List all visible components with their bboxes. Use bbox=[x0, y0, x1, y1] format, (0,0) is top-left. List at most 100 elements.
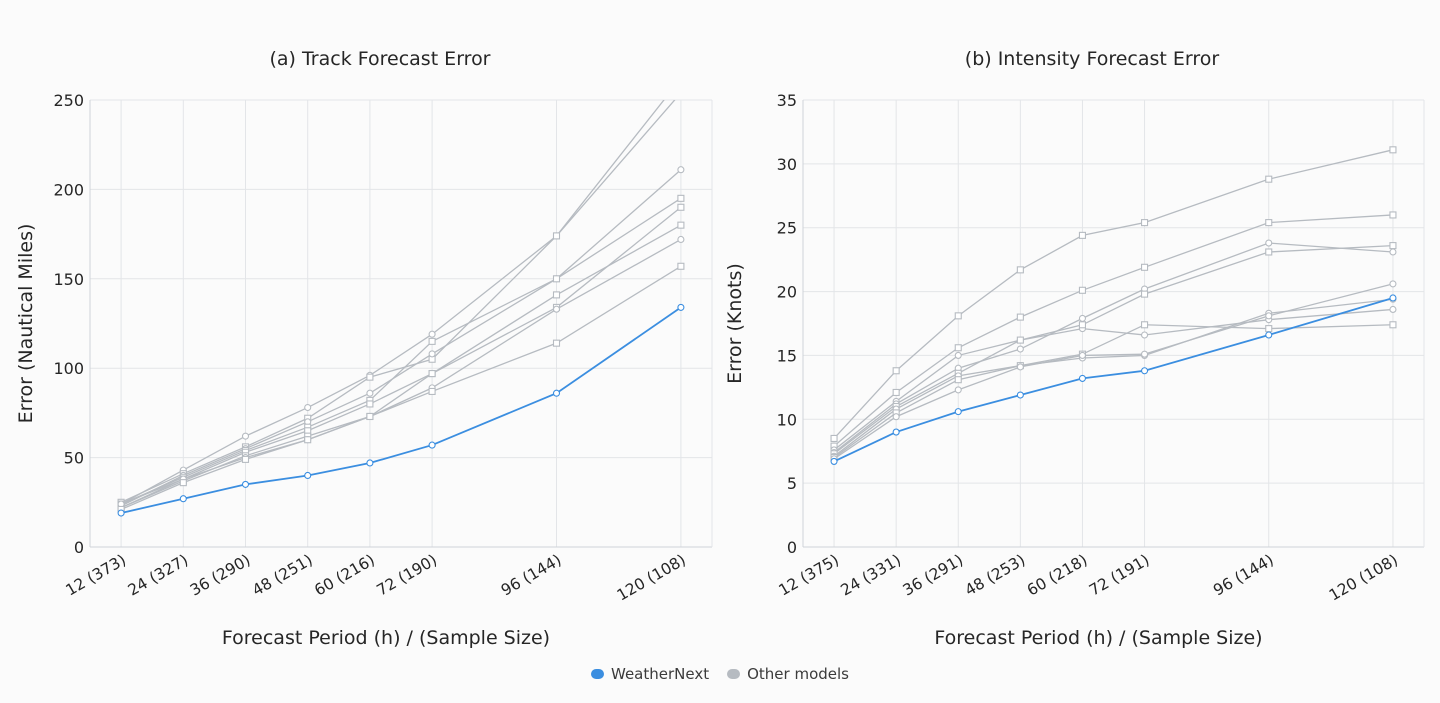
y-tick-label: 20 bbox=[777, 283, 797, 302]
other-model-series-point[interactable] bbox=[1141, 331, 1149, 339]
other-model-series-point[interactable] bbox=[1265, 325, 1273, 333]
weathernext-series-point[interactable] bbox=[428, 441, 436, 449]
other-model-series-point[interactable] bbox=[366, 412, 374, 421]
other-model-series-point[interactable] bbox=[1389, 211, 1397, 219]
other-model-series-line bbox=[120, 169, 682, 507]
other-model-series-point[interactable] bbox=[677, 166, 685, 174]
legend-item-weathernext[interactable]: WeatherNext bbox=[591, 665, 709, 683]
other-model-series-point[interactable] bbox=[552, 232, 561, 240]
x-tick-label: 48 (253) bbox=[962, 551, 1028, 600]
x-axis-title: Forecast Period (h) / (Sample Size) bbox=[934, 627, 1262, 649]
y-tick-label: 200 bbox=[53, 180, 84, 199]
other-model-series-point[interactable] bbox=[428, 370, 436, 378]
other-model-series-point[interactable] bbox=[1265, 175, 1273, 183]
other-model-series-point[interactable] bbox=[830, 434, 838, 442]
other-model-series-point[interactable] bbox=[304, 436, 312, 444]
other-model-series-point[interactable] bbox=[954, 344, 962, 352]
weathernext-series-point[interactable] bbox=[1141, 367, 1149, 375]
other-model-series-point[interactable] bbox=[1389, 242, 1397, 250]
other-model-series-point[interactable] bbox=[677, 262, 685, 270]
other-model-series-point[interactable] bbox=[552, 291, 561, 299]
other-model-series-point[interactable] bbox=[304, 403, 312, 412]
other-model-series-point[interactable] bbox=[954, 351, 962, 359]
y-tick-label: 5 bbox=[787, 474, 797, 493]
weathernext-series-point[interactable] bbox=[241, 480, 250, 488]
other-model-series-point[interactable] bbox=[1141, 321, 1149, 329]
other-model-series-point[interactable] bbox=[366, 373, 374, 381]
x-tick-label: 36 (290) bbox=[187, 551, 253, 600]
other-model-series-point[interactable] bbox=[1389, 146, 1397, 154]
weathernext-series-point[interactable] bbox=[892, 428, 900, 436]
other-model-series-point[interactable] bbox=[1016, 313, 1024, 321]
weathernext-swatch-icon bbox=[591, 669, 604, 679]
other-model-series-point[interactable] bbox=[552, 339, 561, 347]
weathernext-series-point[interactable] bbox=[552, 389, 561, 397]
other-model-series-point[interactable] bbox=[1078, 351, 1086, 359]
weathernext-series-point[interactable] bbox=[179, 495, 187, 503]
weathernext-series-point[interactable] bbox=[1078, 374, 1086, 382]
other-model-series-point[interactable] bbox=[241, 455, 250, 463]
other-model-series-point[interactable] bbox=[1265, 248, 1273, 256]
other-model-series-point[interactable] bbox=[677, 194, 685, 202]
other-model-series-point[interactable] bbox=[179, 479, 187, 487]
other-model-series-point[interactable] bbox=[1265, 219, 1273, 227]
weathernext-series-point[interactable] bbox=[1016, 391, 1024, 399]
other-model-series-point[interactable] bbox=[677, 203, 685, 211]
other-model-series-point[interactable] bbox=[678, 76, 684, 82]
weathernext-series-point[interactable] bbox=[830, 457, 838, 465]
other-model-series-point[interactable] bbox=[1389, 280, 1397, 288]
plot-area bbox=[830, 146, 1397, 465]
weathernext-series-point[interactable] bbox=[117, 509, 125, 517]
other-model-series-point[interactable] bbox=[1078, 321, 1086, 329]
other-model-series-point[interactable] bbox=[1389, 305, 1397, 314]
other-model-series-point[interactable] bbox=[1141, 290, 1149, 298]
weathernext-series-point[interactable] bbox=[677, 303, 685, 311]
other-model-series-point[interactable] bbox=[428, 330, 436, 338]
weathernext-series-point[interactable] bbox=[1389, 294, 1397, 302]
weathernext-series-point[interactable] bbox=[366, 459, 374, 467]
y-tick-label: 10 bbox=[777, 410, 797, 429]
x-tick-label: 96 (144) bbox=[1210, 551, 1276, 600]
other-model-series-point[interactable] bbox=[428, 337, 436, 345]
other-model-series-point[interactable] bbox=[1078, 314, 1086, 322]
other-model-series-point[interactable] bbox=[1016, 363, 1024, 371]
other-model-series-point[interactable] bbox=[1265, 312, 1273, 320]
other-model-series-point[interactable] bbox=[366, 400, 374, 408]
other-model-series-line bbox=[833, 244, 1393, 455]
other-model-series-point[interactable] bbox=[954, 376, 962, 384]
other-model-series-point[interactable] bbox=[1078, 286, 1086, 294]
other-model-series-point[interactable] bbox=[1265, 239, 1273, 247]
x-tick-label: 60 (216) bbox=[311, 551, 377, 600]
other-model-series-point[interactable] bbox=[366, 389, 374, 397]
other-model-series-point[interactable] bbox=[1141, 219, 1149, 227]
other-model-series-point[interactable] bbox=[1389, 321, 1397, 329]
other-model-series-point[interactable] bbox=[1078, 231, 1086, 239]
other-model-series-point[interactable] bbox=[678, 90, 684, 96]
other-model-series-point[interactable] bbox=[954, 312, 962, 320]
other-model-series-point[interactable] bbox=[241, 432, 250, 440]
weathernext-series-point[interactable] bbox=[954, 408, 962, 416]
other-model-series-point[interactable] bbox=[552, 275, 561, 283]
other-model-series-point[interactable] bbox=[552, 305, 561, 313]
other-model-series-point[interactable] bbox=[1141, 350, 1149, 358]
x-tick-label: 120 (108) bbox=[1326, 551, 1401, 605]
other-model-series-point[interactable] bbox=[428, 387, 436, 395]
weathernext-series-point[interactable] bbox=[304, 471, 312, 480]
other-model-series-point[interactable] bbox=[1016, 345, 1024, 353]
other-model-series-point[interactable] bbox=[428, 350, 436, 358]
plot-area bbox=[117, 76, 685, 517]
other-model-series-point[interactable] bbox=[1141, 263, 1149, 271]
other-model-series-point[interactable] bbox=[892, 388, 900, 397]
other-model-series-point[interactable] bbox=[677, 235, 685, 244]
legend-item-other-models[interactable]: Other models bbox=[727, 665, 849, 683]
other-model-series-point[interactable] bbox=[892, 367, 900, 375]
other-model-series-point[interactable] bbox=[677, 221, 685, 229]
x-tick-label: 24 (331) bbox=[838, 551, 904, 600]
other-model-series-point[interactable] bbox=[1016, 336, 1024, 344]
other-model-series-point[interactable] bbox=[954, 386, 962, 394]
other-model-series-point[interactable] bbox=[1016, 266, 1024, 274]
other-model-series-point[interactable] bbox=[1389, 248, 1397, 256]
weathernext-series-point[interactable] bbox=[1265, 331, 1273, 339]
other-model-series-line bbox=[120, 206, 682, 509]
other-model-series-point[interactable] bbox=[892, 413, 900, 421]
